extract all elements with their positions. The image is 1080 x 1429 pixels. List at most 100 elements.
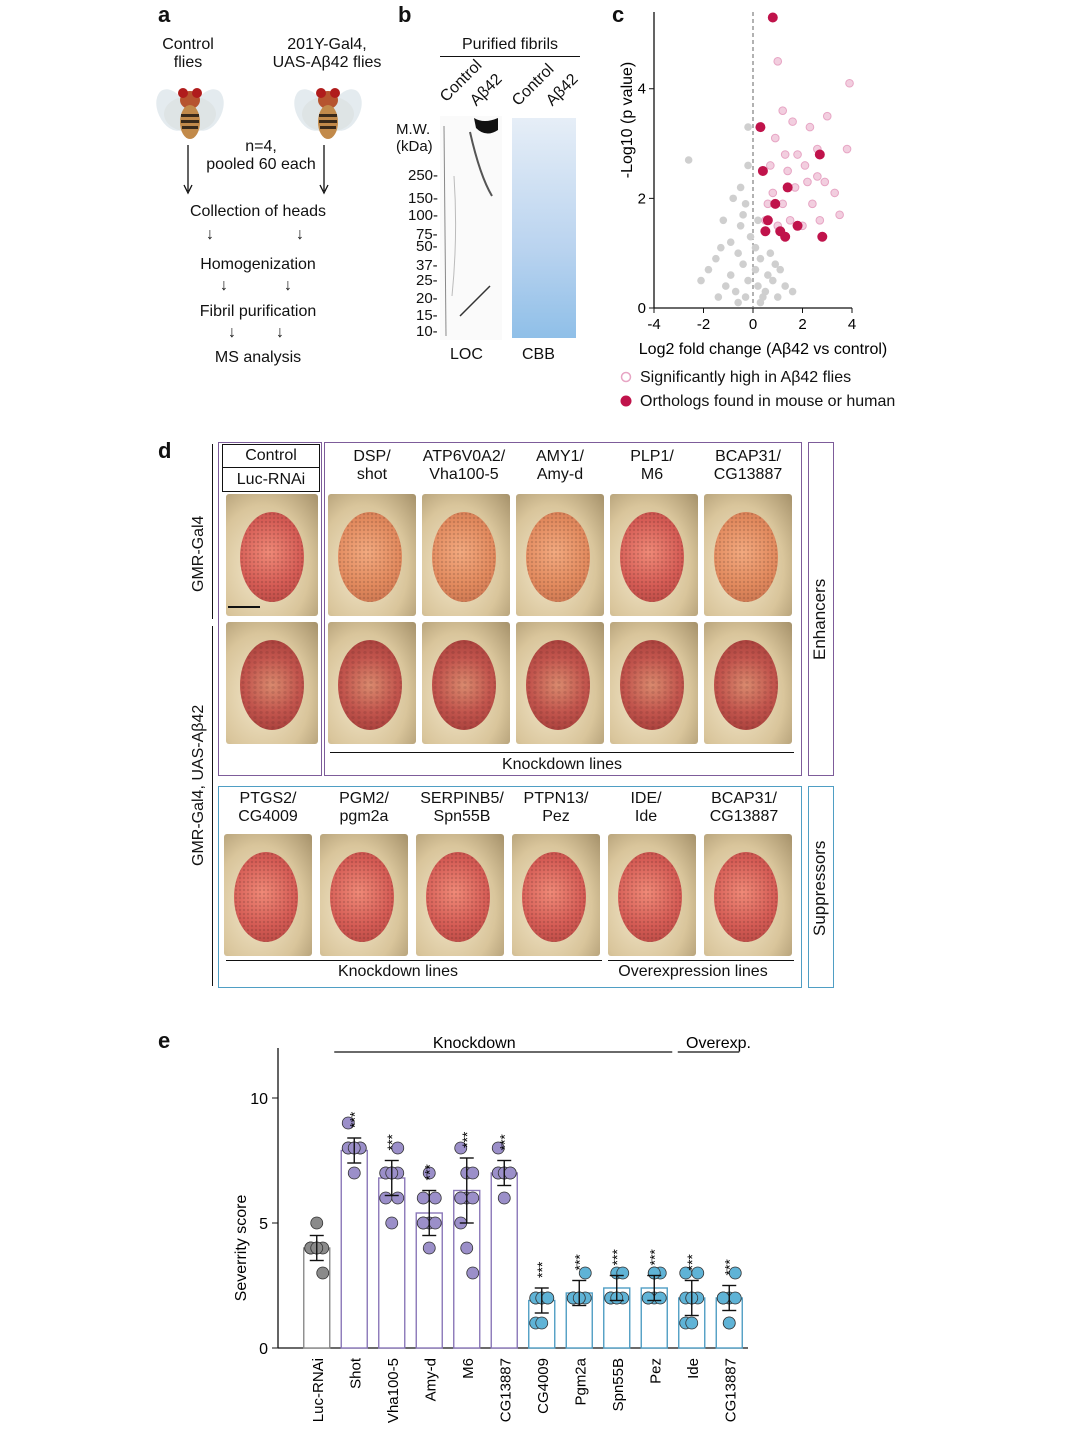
volcano-point-ortholog — [767, 12, 778, 23]
bar-data-point — [347, 1166, 361, 1180]
volcano-point-ns — [781, 282, 789, 290]
control-frame — [218, 442, 322, 776]
sup-footer-line-oe — [608, 960, 794, 962]
volcano-point-significant — [785, 215, 795, 225]
bar-y-tick-label: 0 — [259, 1341, 268, 1358]
enhancer-label-3: AMY1/ Amy-d — [535, 448, 584, 484]
volcano-x-tick-label: 0 — [749, 316, 757, 333]
significance-label: *** — [571, 1254, 587, 1271]
volcano-point-ns — [754, 216, 762, 225]
bar-data-point — [454, 1141, 468, 1155]
volcano-point-ns — [731, 287, 740, 296]
volcano-point-ns — [788, 287, 797, 296]
bar-data-point — [428, 1191, 442, 1205]
mw-20: 20- — [416, 290, 438, 307]
volcano-point-ns — [741, 293, 750, 301]
volcano-point-significant — [793, 150, 802, 159]
severity-bar-chart: 0 5 10 Severrity score Knockdown Overexp. Luc-… — [233, 1035, 751, 1423]
volcano-point-ns — [741, 200, 750, 208]
significance-label: *** — [684, 1254, 700, 1271]
sup-footer-oe: Overexpression lines — [618, 963, 768, 980]
volcano-point-ortholog — [755, 122, 766, 133]
bar-data-point — [316, 1266, 330, 1280]
loc-label: LOC — [450, 346, 483, 363]
bar-data-point — [422, 1166, 436, 1180]
cbb-label: CBB — [522, 346, 555, 363]
bar-category-label: Pgm2a — [572, 1357, 589, 1405]
volcano-point-significant — [805, 122, 815, 132]
arrow-icon: ↓ — [284, 277, 292, 294]
mw-50: 50- — [416, 238, 438, 255]
eye-image-spn55b — [416, 834, 504, 956]
suppressors-side-frame — [808, 786, 834, 988]
bar-category-label: Luc-RNAi — [310, 1358, 327, 1422]
volcano-point-ns — [776, 265, 785, 274]
significance-label: *** — [534, 1261, 550, 1278]
enhancers-frame — [324, 442, 802, 776]
suppressor-label-1: PTGS2/ CG4009 — [238, 790, 298, 826]
volcano-point-ns — [771, 260, 780, 268]
bar-data-point — [578, 1266, 592, 1280]
group-label-knockdown: Knockdown — [433, 1035, 516, 1052]
bar-data-point — [460, 1241, 474, 1255]
row-bracket-1 — [212, 444, 214, 619]
bar-data-point — [653, 1291, 667, 1305]
mw-100: 100- — [408, 207, 439, 224]
row-label-gmr: GMR-Gal4 — [190, 515, 207, 592]
eye-image-shot-gmr — [328, 494, 416, 616]
significance-label: *** — [646, 1249, 662, 1266]
volcano-point-ns — [739, 260, 747, 268]
bar-data-point — [685, 1316, 699, 1330]
control-header-box — [222, 444, 320, 468]
bar-data-point — [641, 1291, 655, 1305]
bar-category-label: Shot — [347, 1357, 364, 1389]
row-label-gmr-ab42: GMR-Gal4, UAS-Aβ42 — [190, 704, 207, 866]
group-label-overexp: Overexp. — [686, 1035, 751, 1052]
step-ms-analysis: MS analysis — [214, 349, 302, 366]
bar-data-point — [385, 1216, 399, 1230]
bar-data-point — [722, 1316, 736, 1330]
volcano-point-ns — [769, 276, 777, 285]
volcano-y-tick-label: 2 — [638, 190, 646, 207]
volcano-point-ns — [734, 249, 742, 257]
volcano-point-significant — [815, 215, 825, 225]
volcano-point-ns — [744, 123, 752, 131]
suppressor-label-5: IDE/ Ide — [630, 790, 662, 826]
volcano-y-tick-label: 4 — [638, 81, 646, 98]
volcano-point-significant — [800, 161, 810, 170]
enhancers-side-frame — [808, 442, 834, 776]
eye-image-ide — [608, 834, 696, 956]
volcano-point-significant — [803, 177, 812, 187]
fly-icon-control — [156, 88, 224, 139]
sup-footer-line-kd — [226, 960, 602, 962]
panel-label-b: b — [398, 2, 412, 27]
bar-data-point — [503, 1166, 517, 1180]
legend-crimson-marker — [620, 395, 632, 407]
volcano-point-ns — [746, 232, 755, 241]
volcano-point-significant — [778, 106, 787, 115]
bar-data-point — [454, 1191, 468, 1205]
bar-data-point — [466, 1266, 480, 1280]
volcano-point-ns — [726, 238, 735, 247]
volcano-point-significant — [813, 172, 822, 181]
significance-label: *** — [346, 1111, 362, 1128]
volcano-point-ns — [761, 287, 770, 296]
volcano-point-significant — [768, 188, 778, 198]
significance-label: *** — [721, 1259, 737, 1276]
volcano-plot: -4 -2 0 2 4 0 2 4 Log2 fold change (Aβ42 vs cont… — [619, 12, 887, 358]
workflow-lines — [183, 145, 329, 195]
eye-image-control-ab42 — [226, 622, 318, 744]
bar-data-point — [616, 1266, 630, 1280]
legend-markers — [620, 371, 632, 407]
volcano-x-tick-label: 4 — [848, 316, 856, 333]
significance-label: *** — [421, 1164, 437, 1181]
eye-image-cg13887-gmr — [704, 494, 792, 616]
mw-10: 10- — [416, 323, 438, 340]
bar-data-point — [541, 1291, 555, 1305]
bar-data-point — [341, 1116, 355, 1130]
volcano-x-tick-label: -4 — [647, 316, 660, 333]
significance-label: *** — [384, 1134, 400, 1151]
n-pooled-text: n=4, pooled 60 each — [206, 138, 316, 174]
volcano-point-ortholog — [762, 215, 773, 226]
volcano-point-ns — [744, 276, 752, 285]
